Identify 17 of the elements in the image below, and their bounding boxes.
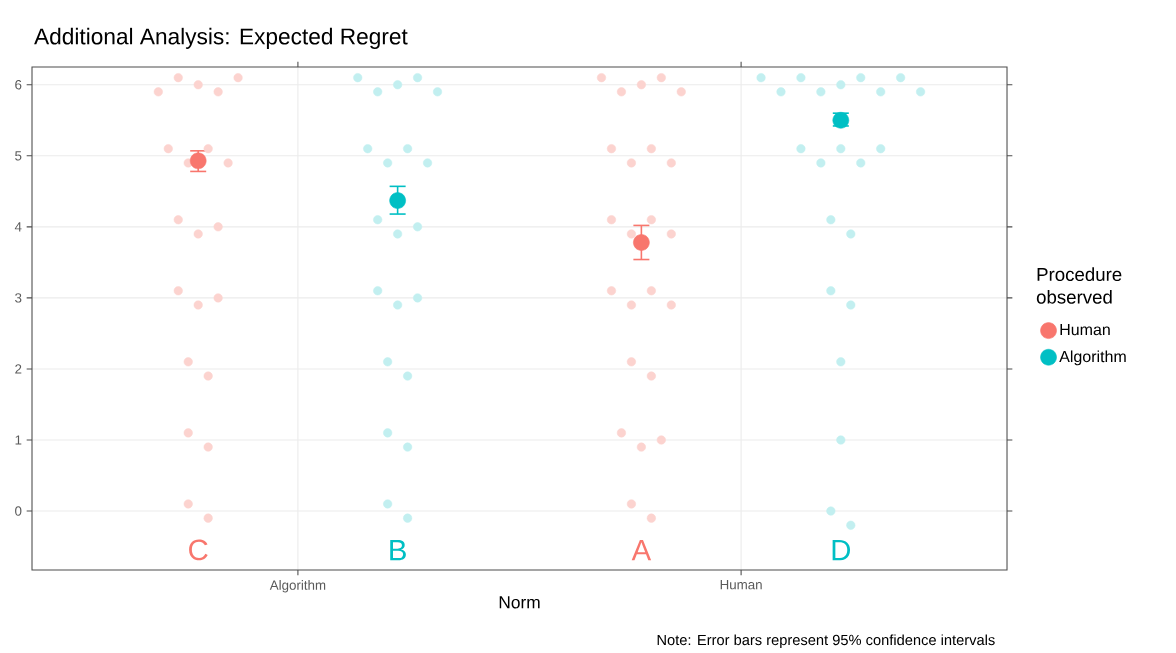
annotation: A [631,540,652,561]
annotation: C [189,539,208,561]
y-tick-label: 0 [15,506,22,516]
legend-label: Human [1060,324,1110,336]
y-tick-label: 4 [14,222,22,232]
text: Note: Error bars represent 95% confidence intervals [657,634,995,649]
y-tick-label: 5 [15,151,22,161]
y-tick-label: 1 [15,435,22,445]
chart-title: Additional Analysis: Expected Regret [34,27,408,49]
legend-title: Procedure observed [1036,267,1122,304]
y-tick-label: 3 [15,293,22,303]
legend-label: Algorithm [1059,350,1126,366]
y-tick-label: 2 [15,364,22,374]
annotation: D [832,540,851,561]
annotation: B [390,540,406,561]
x-axis-title: Norm [499,596,540,609]
y-tick-label: 6 [15,80,22,90]
